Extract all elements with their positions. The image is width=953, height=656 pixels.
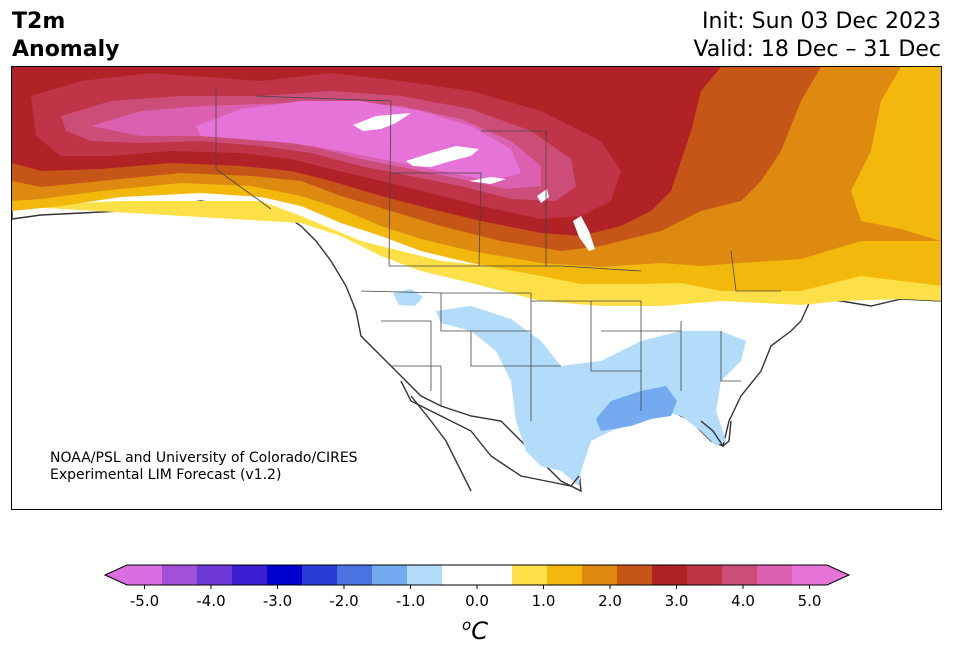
credit-text: NOAA/PSL and University of Colorado/CIRE… — [50, 450, 358, 484]
colorbar-segment — [512, 565, 548, 585]
colorbar-segment — [582, 565, 618, 585]
florida-coast — [700, 420, 732, 448]
colorbar-tick-label: 2.0 — [598, 592, 622, 610]
colorbar-segment — [372, 565, 408, 585]
great-bear-lake — [353, 113, 411, 131]
colorbar-tick-label: -4.0 — [196, 592, 225, 610]
coastline — [400, 380, 580, 487]
political-borders — [215, 89, 781, 421]
init-date: Init: Sun 03 Dec 2023 — [702, 9, 941, 34]
colorbar-segment — [232, 565, 268, 585]
colorbar-tick-label: 5.0 — [798, 592, 822, 610]
colorbar-segment — [652, 565, 688, 585]
colorbar-segment — [722, 565, 758, 585]
colorbar-tick-label: -2.0 — [329, 592, 358, 610]
colorbar-tick-label: 4.0 — [731, 592, 755, 610]
anomaly-band-minus-1-5c — [596, 386, 677, 431]
credit-line-2: Experimental LIM Forecast (v1.2) — [50, 467, 282, 483]
forecast-dates: Init: Sun 03 Dec 2023 Valid: 18 Dec – 31… — [693, 8, 941, 64]
colorbar-tick-label: 0.0 — [465, 592, 489, 610]
colorbar-segment — [197, 565, 233, 585]
colorbar-tick-label: -1.0 — [396, 592, 425, 610]
unit-degree: o — [462, 616, 472, 634]
map-title: T2m Anomaly — [12, 8, 119, 64]
lake-athabasca — [469, 177, 506, 184]
anomaly-band-minus-1c — [436, 306, 746, 486]
colorbar-svg: -5.0 -4.0 -3.0 -2.0 -1.0 0.0 1.0 2.0 3.0 4.0 5.0 — [103, 564, 851, 610]
colorbar-segment — [617, 565, 653, 585]
colorbar-segment — [687, 565, 723, 585]
colorbar-segment — [127, 565, 163, 585]
colorbar-segment — [337, 565, 373, 585]
colorbar-segment — [267, 565, 303, 585]
colorbar-segment — [442, 565, 478, 585]
great-slave-lake — [406, 146, 479, 167]
colorbar-extend-max — [827, 565, 849, 585]
colorbar-segment — [162, 565, 198, 585]
colorbar-segment — [477, 565, 513, 585]
baja-coast — [410, 395, 472, 492]
colorbar-extend-min — [105, 565, 127, 585]
colorbar-segment — [547, 565, 583, 585]
credit-line-1: NOAA/PSL and University of Colorado/CIRE… — [50, 450, 358, 466]
colorbar-outline — [103, 564, 851, 586]
colorbar-segment — [792, 565, 828, 585]
anomaly-spot-minus-1c-west — [393, 289, 423, 306]
lake-winnipeg — [573, 216, 595, 251]
title-line-1: T2m — [12, 9, 66, 34]
title-line-2: Anomaly — [12, 37, 120, 62]
colorbar-tick-label: -3.0 — [263, 592, 292, 610]
anomaly-map — [12, 67, 941, 493]
colorbar-segment — [407, 565, 443, 585]
colorbar-tick-label: -5.0 — [130, 592, 159, 610]
valid-range: Valid: 18 Dec – 31 Dec — [693, 37, 941, 62]
colorbar-tick-label: 1.0 — [532, 592, 556, 610]
colorbar-unit: oC — [462, 616, 488, 645]
map-panel: NOAA/PSL and University of Colorado/CIRE… — [11, 66, 942, 510]
colorbar-segment — [757, 565, 793, 585]
colorbar-segment — [302, 565, 338, 585]
colorbar-tick-label: 3.0 — [665, 592, 689, 610]
colorbar: -5.0 -4.0 -3.0 -2.0 -1.0 0.0 1.0 2.0 3.0 4.0 5.0 — [103, 564, 852, 618]
unit-letter: C — [471, 617, 488, 645]
